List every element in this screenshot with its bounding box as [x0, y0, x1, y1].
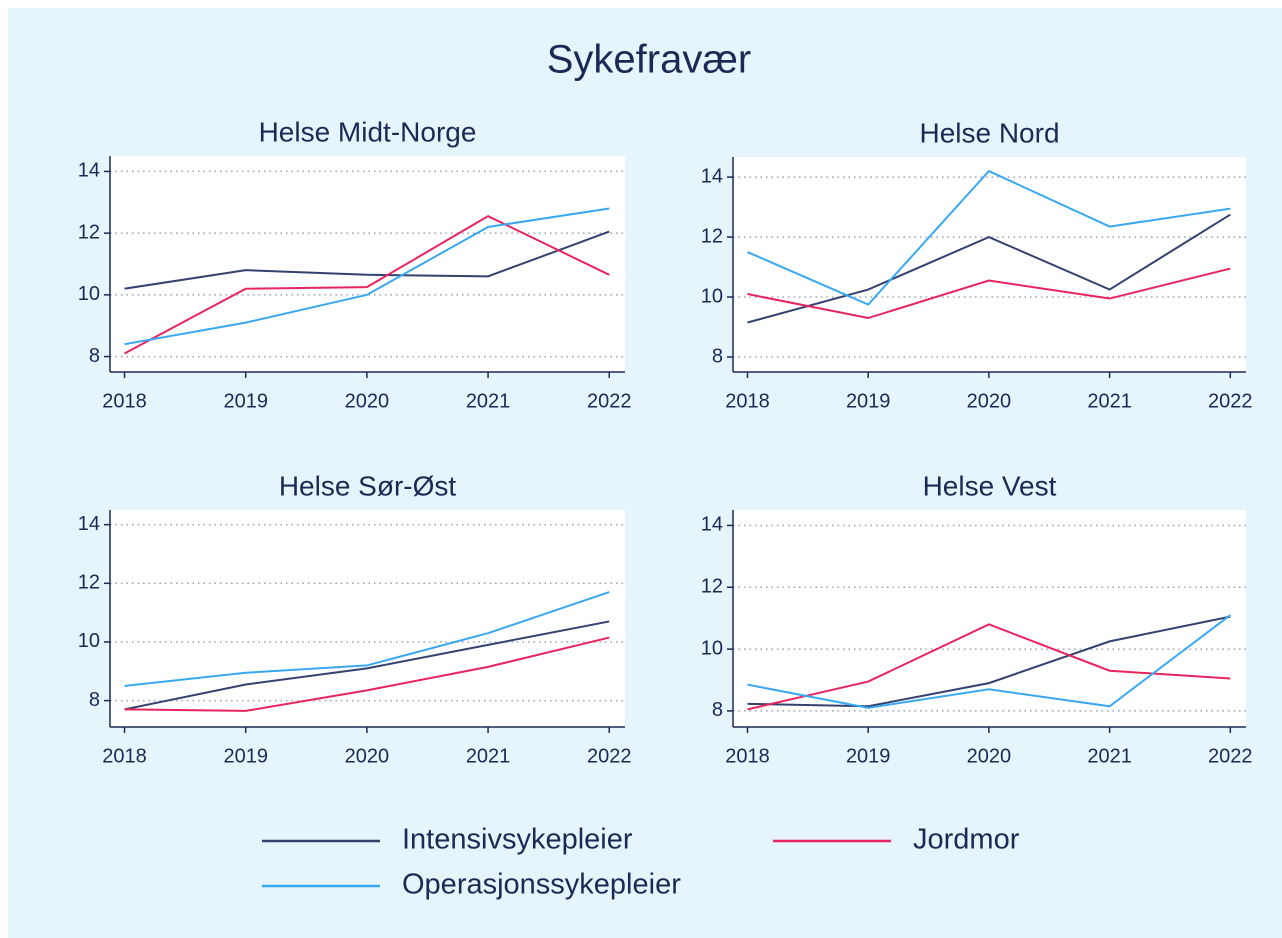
panel-title: Helse Midt-Norge	[259, 116, 477, 147]
x-tick-label: 2022	[1208, 390, 1253, 412]
plot-area	[733, 157, 1246, 372]
y-tick-label: 10	[701, 637, 723, 659]
x-tick-label: 2021	[1087, 390, 1132, 412]
x-tick-label: 2018	[102, 745, 147, 767]
x-tick-label: 2020	[967, 390, 1012, 412]
legend-label: Jordmor	[913, 824, 1020, 856]
background	[8, 8, 1282, 938]
y-tick-label: 14	[78, 160, 100, 182]
panel-title: Helse Nord	[919, 117, 1059, 148]
series-line	[747, 615, 1231, 708]
x-tick-label: 2018	[725, 745, 770, 767]
y-tick-label: 8	[712, 345, 723, 367]
plot-area	[110, 156, 625, 372]
x-tick-label: 2019	[846, 745, 891, 767]
y-tick-label: 14	[701, 165, 723, 187]
legend-label: Intensivsykepleier	[402, 824, 633, 856]
x-tick-label: 2020	[345, 745, 390, 767]
x-tick-label: 2021	[466, 745, 511, 767]
x-tick-label: 2022	[587, 745, 632, 767]
x-tick-label: 2019	[846, 390, 891, 412]
y-tick-label: 8	[89, 689, 100, 711]
series-line	[747, 213, 1231, 324]
y-tick-label: 8	[712, 699, 723, 721]
x-tick-label: 2022	[1208, 745, 1253, 767]
panel-title: Helse Sør-Øst	[279, 470, 457, 501]
series-line	[747, 267, 1231, 320]
y-tick-label: 12	[701, 225, 723, 247]
plot-area	[110, 510, 625, 727]
y-tick-label: 12	[78, 572, 100, 594]
series-line	[124, 215, 610, 355]
x-tick-label: 2018	[102, 390, 147, 412]
x-tick-label: 2021	[466, 390, 511, 412]
y-tick-label: 10	[78, 283, 100, 305]
series-line	[124, 636, 610, 712]
x-tick-label: 2020	[345, 390, 390, 412]
x-tick-label: 2019	[223, 745, 268, 767]
x-tick-label: 2022	[587, 390, 632, 412]
y-tick-label: 10	[701, 285, 723, 307]
y-tick-label: 10	[78, 630, 100, 652]
y-tick-label: 8	[89, 345, 100, 367]
plot-area	[733, 510, 1246, 727]
legend-label: Operasjonssykepleier	[402, 869, 681, 901]
x-tick-label: 2020	[967, 745, 1012, 767]
series-line	[124, 591, 610, 687]
series-line	[124, 207, 610, 346]
y-tick-label: 14	[701, 514, 723, 536]
series-line	[124, 230, 610, 290]
x-tick-label: 2019	[223, 390, 268, 412]
series-line	[747, 169, 1231, 306]
y-tick-label: 12	[78, 221, 100, 243]
x-tick-label: 2021	[1087, 745, 1132, 767]
y-tick-label: 14	[78, 513, 100, 535]
chart-title: Sykefravær	[547, 38, 752, 82]
series-line	[124, 620, 610, 711]
series-line	[747, 614, 1231, 709]
panel-title: Helse Vest	[923, 470, 1057, 501]
y-tick-label: 12	[701, 576, 723, 598]
x-tick-label: 2018	[725, 390, 770, 412]
series-line	[747, 623, 1231, 711]
